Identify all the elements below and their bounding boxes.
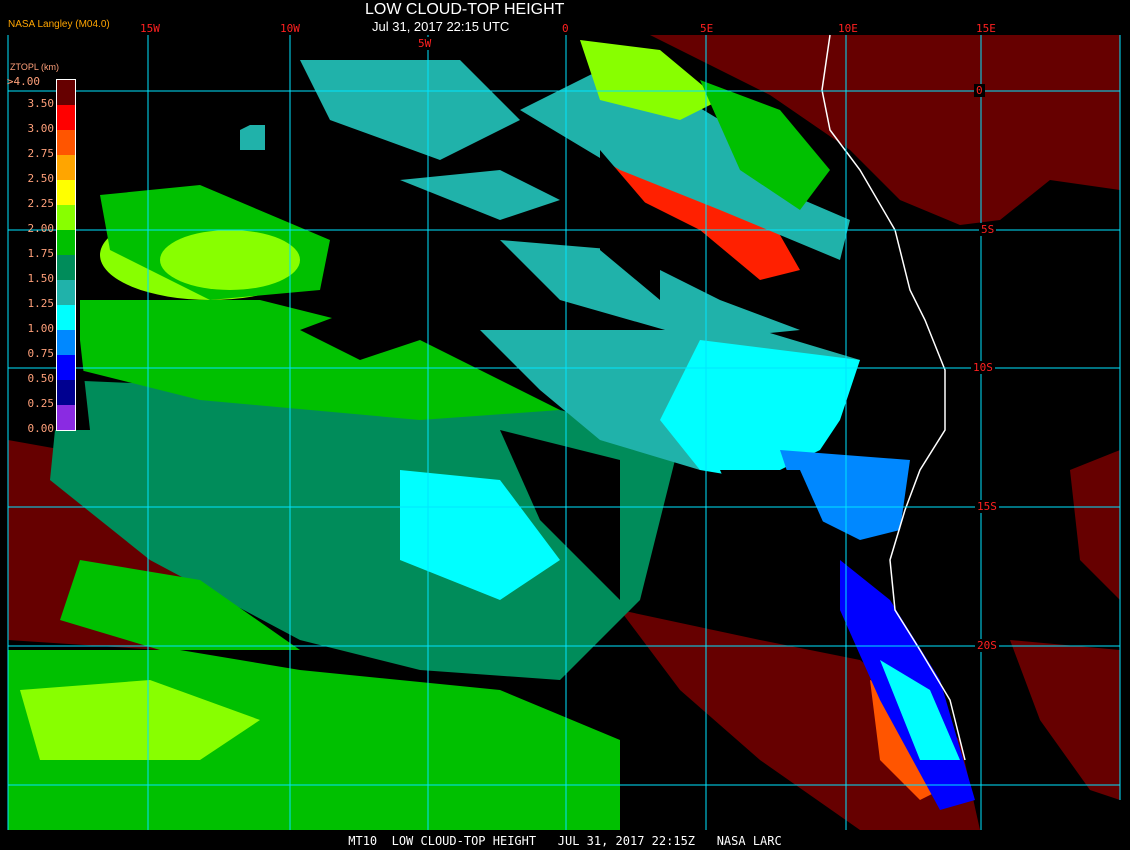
lon-label: 10W (280, 22, 300, 35)
legend-swatch (57, 230, 75, 255)
legend-label: 1.00 (27, 322, 55, 335)
lon-label: 15W (140, 22, 160, 35)
legend-label: 3.50 (27, 97, 55, 110)
map-subtitle: Jul 31, 2017 22:15 UTC (372, 19, 510, 34)
legend-label: 1.25 (27, 297, 55, 310)
azure-region (780, 450, 910, 540)
maroon-region-northeast (650, 35, 1120, 225)
color-scale-bar (56, 79, 76, 431)
legend-swatch (57, 280, 75, 305)
organization-label: NASA Langley (M04.0) (8, 19, 110, 30)
legend-swatch (57, 155, 75, 180)
legend-swatch (57, 355, 75, 380)
legend-swatch (57, 330, 75, 355)
legend-label: 2.75 (27, 147, 55, 160)
legend-swatch (57, 130, 75, 155)
lat-label: 15S (975, 500, 999, 513)
legend-swatch (57, 255, 75, 280)
cyan-region (660, 340, 860, 480)
legend-swatch (57, 205, 75, 230)
legend-swatch (57, 80, 75, 105)
legend-label: 2.50 (27, 172, 55, 185)
map-title: LOW CLOUD-TOP HEIGHT (0, 1, 1130, 19)
lon-label: 0 (562, 22, 569, 35)
legend-label: 1.75 (27, 247, 55, 260)
lon-label: 15E (976, 22, 996, 35)
legend-label: 1.50 (27, 272, 55, 285)
lat-label: 20S (975, 639, 999, 652)
legend-swatch (57, 180, 75, 205)
footer-caption: MT10 LOW CLOUD-TOP HEIGHT JUL 31, 2017 2… (348, 834, 782, 848)
lat-label: 0 (974, 84, 985, 97)
lat-lon-grid (7, 35, 1121, 830)
legend-swatch (57, 305, 75, 330)
lon-label: 10E (838, 22, 858, 35)
title-text: LOW CLOUD-TOP HEIGHT (365, 1, 565, 18)
legend-label: 0.25 (27, 397, 55, 410)
legend-swatch (57, 105, 75, 130)
lon-label: 5E (700, 22, 714, 35)
lon-label: 5W (416, 37, 434, 50)
legend-label: >4.00 (6, 75, 40, 88)
legend-swatch (57, 405, 75, 430)
legend-label: 0.75 (27, 347, 55, 360)
legend-label: 0.50 (27, 372, 55, 385)
coastline (821, 34, 966, 761)
legend-label: 3.00 (27, 122, 55, 135)
lat-label: 5S (979, 223, 997, 236)
lat-label: 10S (971, 361, 995, 374)
legend-label: 2.25 (27, 197, 55, 210)
maroon-region-far-southeast (1010, 640, 1120, 800)
legend-swatch (57, 380, 75, 405)
legend-label: 2.00 (27, 222, 55, 235)
legend-label: 0.00 (27, 422, 55, 435)
legend-title: ZTOPL (km) (10, 62, 59, 72)
maroon-region-east (1070, 450, 1120, 600)
maroon-region-southeast (620, 610, 980, 830)
